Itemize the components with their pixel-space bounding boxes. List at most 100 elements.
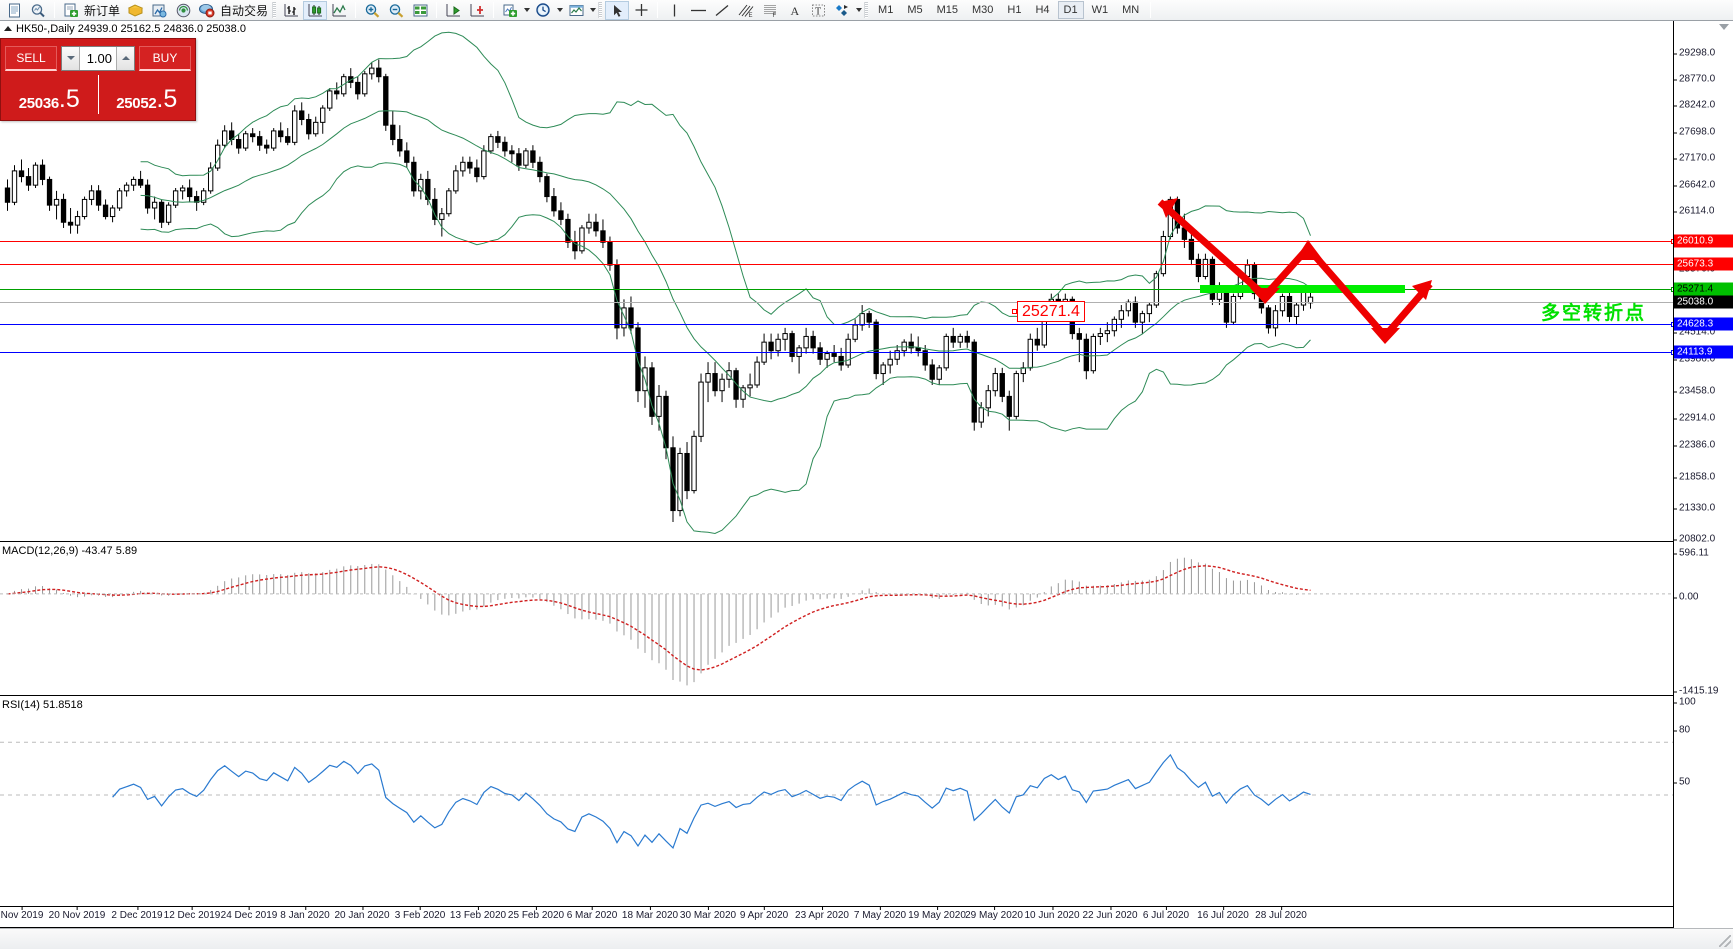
indicators-icon[interactable]	[498, 1, 522, 20]
timeframe-m5[interactable]: M5	[907, 4, 923, 16]
indicators-dropdown-caret[interactable]	[522, 1, 531, 20]
buy-price-fraction: .5	[156, 85, 178, 114]
chart-collapse-triangle-icon[interactable]	[4, 26, 12, 31]
timeframe-h4[interactable]: H4	[1035, 4, 1050, 16]
sell-price[interactable]: 25036.5	[5, 75, 94, 114]
time-tick: 3 Feb 2020	[394, 906, 446, 921]
price-tick: 23986.0	[1674, 354, 1715, 365]
text-box-icon[interactable]: T	[806, 1, 830, 20]
toolbar-grip-2[interactable]	[598, 2, 603, 18]
cursor-icon[interactable]	[605, 0, 630, 20]
price-level-label-25673.3[interactable]: 25673.3	[1674, 257, 1733, 271]
templates-dropdown-caret[interactable]	[588, 1, 597, 20]
new-order-label[interactable]: 新订单	[84, 3, 121, 18]
rsi-indicator-label[interactable]: RSI(14) 51.8518	[2, 699, 83, 711]
rsi-scale-tick: 100	[1674, 697, 1696, 708]
toolbar-grip-3[interactable]	[864, 2, 869, 18]
price-plot	[0, 31, 1673, 849]
navigator-icon[interactable]	[147, 1, 171, 20]
timeframe-m1[interactable]: M1	[878, 4, 894, 16]
bollinger-bands-group	[140, 31, 1311, 535]
time-tick: 10 Jun 2020	[1024, 906, 1080, 921]
volume-decrease-button[interactable]	[62, 46, 80, 70]
autotrading-label[interactable]: 自动交易	[220, 3, 269, 18]
price-level-label-25271.4[interactable]: 25271.4	[1674, 282, 1733, 296]
terminal-icon[interactable]	[123, 1, 147, 20]
timeframe-w1[interactable]: W1	[1091, 4, 1109, 16]
time-tick: 25 Feb 2020	[507, 906, 565, 921]
new-order-icon[interactable]	[59, 1, 83, 20]
chinese-annotation[interactable]: 多空转折点	[1541, 302, 1647, 324]
fibonacci-icon[interactable]: F	[758, 1, 782, 20]
bar-chart-icon[interactable]	[279, 1, 303, 20]
data-window-icon[interactable]	[408, 1, 432, 20]
timeframe-m15[interactable]: M15	[936, 4, 958, 16]
volume-stepper[interactable]: 1.00	[61, 45, 135, 71]
toolbar-grip[interactable]	[272, 2, 277, 18]
octp-price-row: 25036.5 25052.5	[1, 73, 195, 118]
chart-scroll-indicator[interactable]	[1719, 24, 1729, 30]
rsi-plot	[0, 741, 1673, 849]
resize-grip-icon[interactable]	[1719, 935, 1731, 947]
price-callout-box[interactable]: 25271.4	[1012, 301, 1085, 322]
time-tick: 16 Jul 2020	[1197, 906, 1249, 921]
time-scale[interactable]: Nov 2019 20 Nov 2019 2 Dec 2019 12 Dec 2019…	[0, 906, 1673, 927]
volume-value[interactable]: 1.00	[86, 50, 112, 66]
sell-price-integer: 25036	[18, 95, 60, 112]
signals-icon[interactable]	[171, 1, 195, 20]
buy-button[interactable]: BUY	[139, 45, 191, 71]
candlestick-chart-icon[interactable]	[303, 0, 328, 20]
timeframe-h1[interactable]: H1	[1007, 4, 1022, 16]
macd-indicator-label[interactable]: MACD(12,26,9) -43.47 5.89	[2, 545, 138, 557]
level-line-current-price[interactable]	[0, 302, 1673, 303]
crosshair-icon[interactable]	[629, 1, 653, 20]
equidistant-channel-icon[interactable]: E	[734, 1, 758, 20]
text-label-icon[interactable]: A	[782, 1, 806, 20]
price-level-label-25038.0[interactable]: 25038.0	[1674, 295, 1733, 309]
level-line-support-2[interactable]	[0, 350, 1676, 355]
period-dropdown-caret[interactable]	[555, 1, 564, 20]
level-line-resistance-1[interactable]	[0, 239, 1676, 244]
timeframe-m30[interactable]: M30	[972, 4, 994, 16]
timeframe-group: M1 M5 M15 M30 H1 H4 D1 W1 MN	[871, 1, 1146, 19]
autoscroll-icon[interactable]	[441, 1, 465, 20]
timeframe-mn[interactable]: MN	[1122, 4, 1140, 16]
templates-icon[interactable]	[564, 1, 588, 20]
volume-increase-button[interactable]	[116, 46, 134, 70]
chart-canvas[interactable]: HK50-,Daily 24939.0 25162.5 24836.0 2503…	[0, 21, 1733, 928]
price-level-label-24113.9[interactable]: 24113.9	[1674, 345, 1733, 359]
level-line-support-1[interactable]	[0, 322, 1676, 327]
svg-text:F: F	[772, 13, 776, 18]
sell-button[interactable]: SELL	[5, 45, 57, 71]
zoom-out-icon[interactable]	[384, 1, 408, 20]
price-level-label-26010.9[interactable]: 26010.9	[1674, 234, 1733, 248]
callout-anchor-handle[interactable]	[1012, 308, 1017, 314]
horizontal-line-icon[interactable]	[686, 1, 710, 20]
period-clock-icon[interactable]	[531, 1, 555, 20]
trendline-icon[interactable]	[710, 1, 734, 20]
timeframe-d1[interactable]: D1	[1057, 1, 1084, 19]
price-scale[interactable]: 29298.0 28770.0 28242.0 27698.0 27170.0 26642…	[1673, 21, 1733, 928]
svg-text:E: E	[748, 13, 752, 18]
arrows-icon[interactable]	[830, 1, 854, 20]
toolbar-separator-6	[1150, 2, 1152, 18]
zoom-in-icon[interactable]	[360, 1, 384, 20]
one-click-trading-panel[interactable]: SELL 1.00 BUY 25036.5 25052.5	[0, 38, 196, 121]
market-watch-icon[interactable]	[26, 1, 50, 20]
price-tick: 28242.0	[1674, 100, 1715, 111]
autotrading-icon[interactable]	[195, 1, 219, 20]
buy-price[interactable]: 25052.5	[102, 75, 191, 114]
vertical-line-icon[interactable]	[662, 1, 686, 20]
time-tick: 6 Jul 2020	[1142, 906, 1190, 921]
price-tick: 21858.0	[1674, 472, 1715, 483]
price-tick: 22386.0	[1674, 440, 1715, 451]
level-line-resistance-2[interactable]	[0, 264, 1673, 265]
arrows-dropdown-caret[interactable]	[854, 1, 863, 20]
chart-shift-icon[interactable]	[465, 1, 489, 20]
line-chart-icon[interactable]	[327, 1, 351, 20]
level-line-pivot-green[interactable]	[0, 287, 1676, 292]
new-chart-icon[interactable]	[2, 1, 26, 20]
toolbar-separator-2	[355, 2, 357, 18]
price-level-label-24628.3[interactable]: 24628.3	[1674, 317, 1733, 331]
green-support-zone[interactable]	[1200, 285, 1405, 293]
